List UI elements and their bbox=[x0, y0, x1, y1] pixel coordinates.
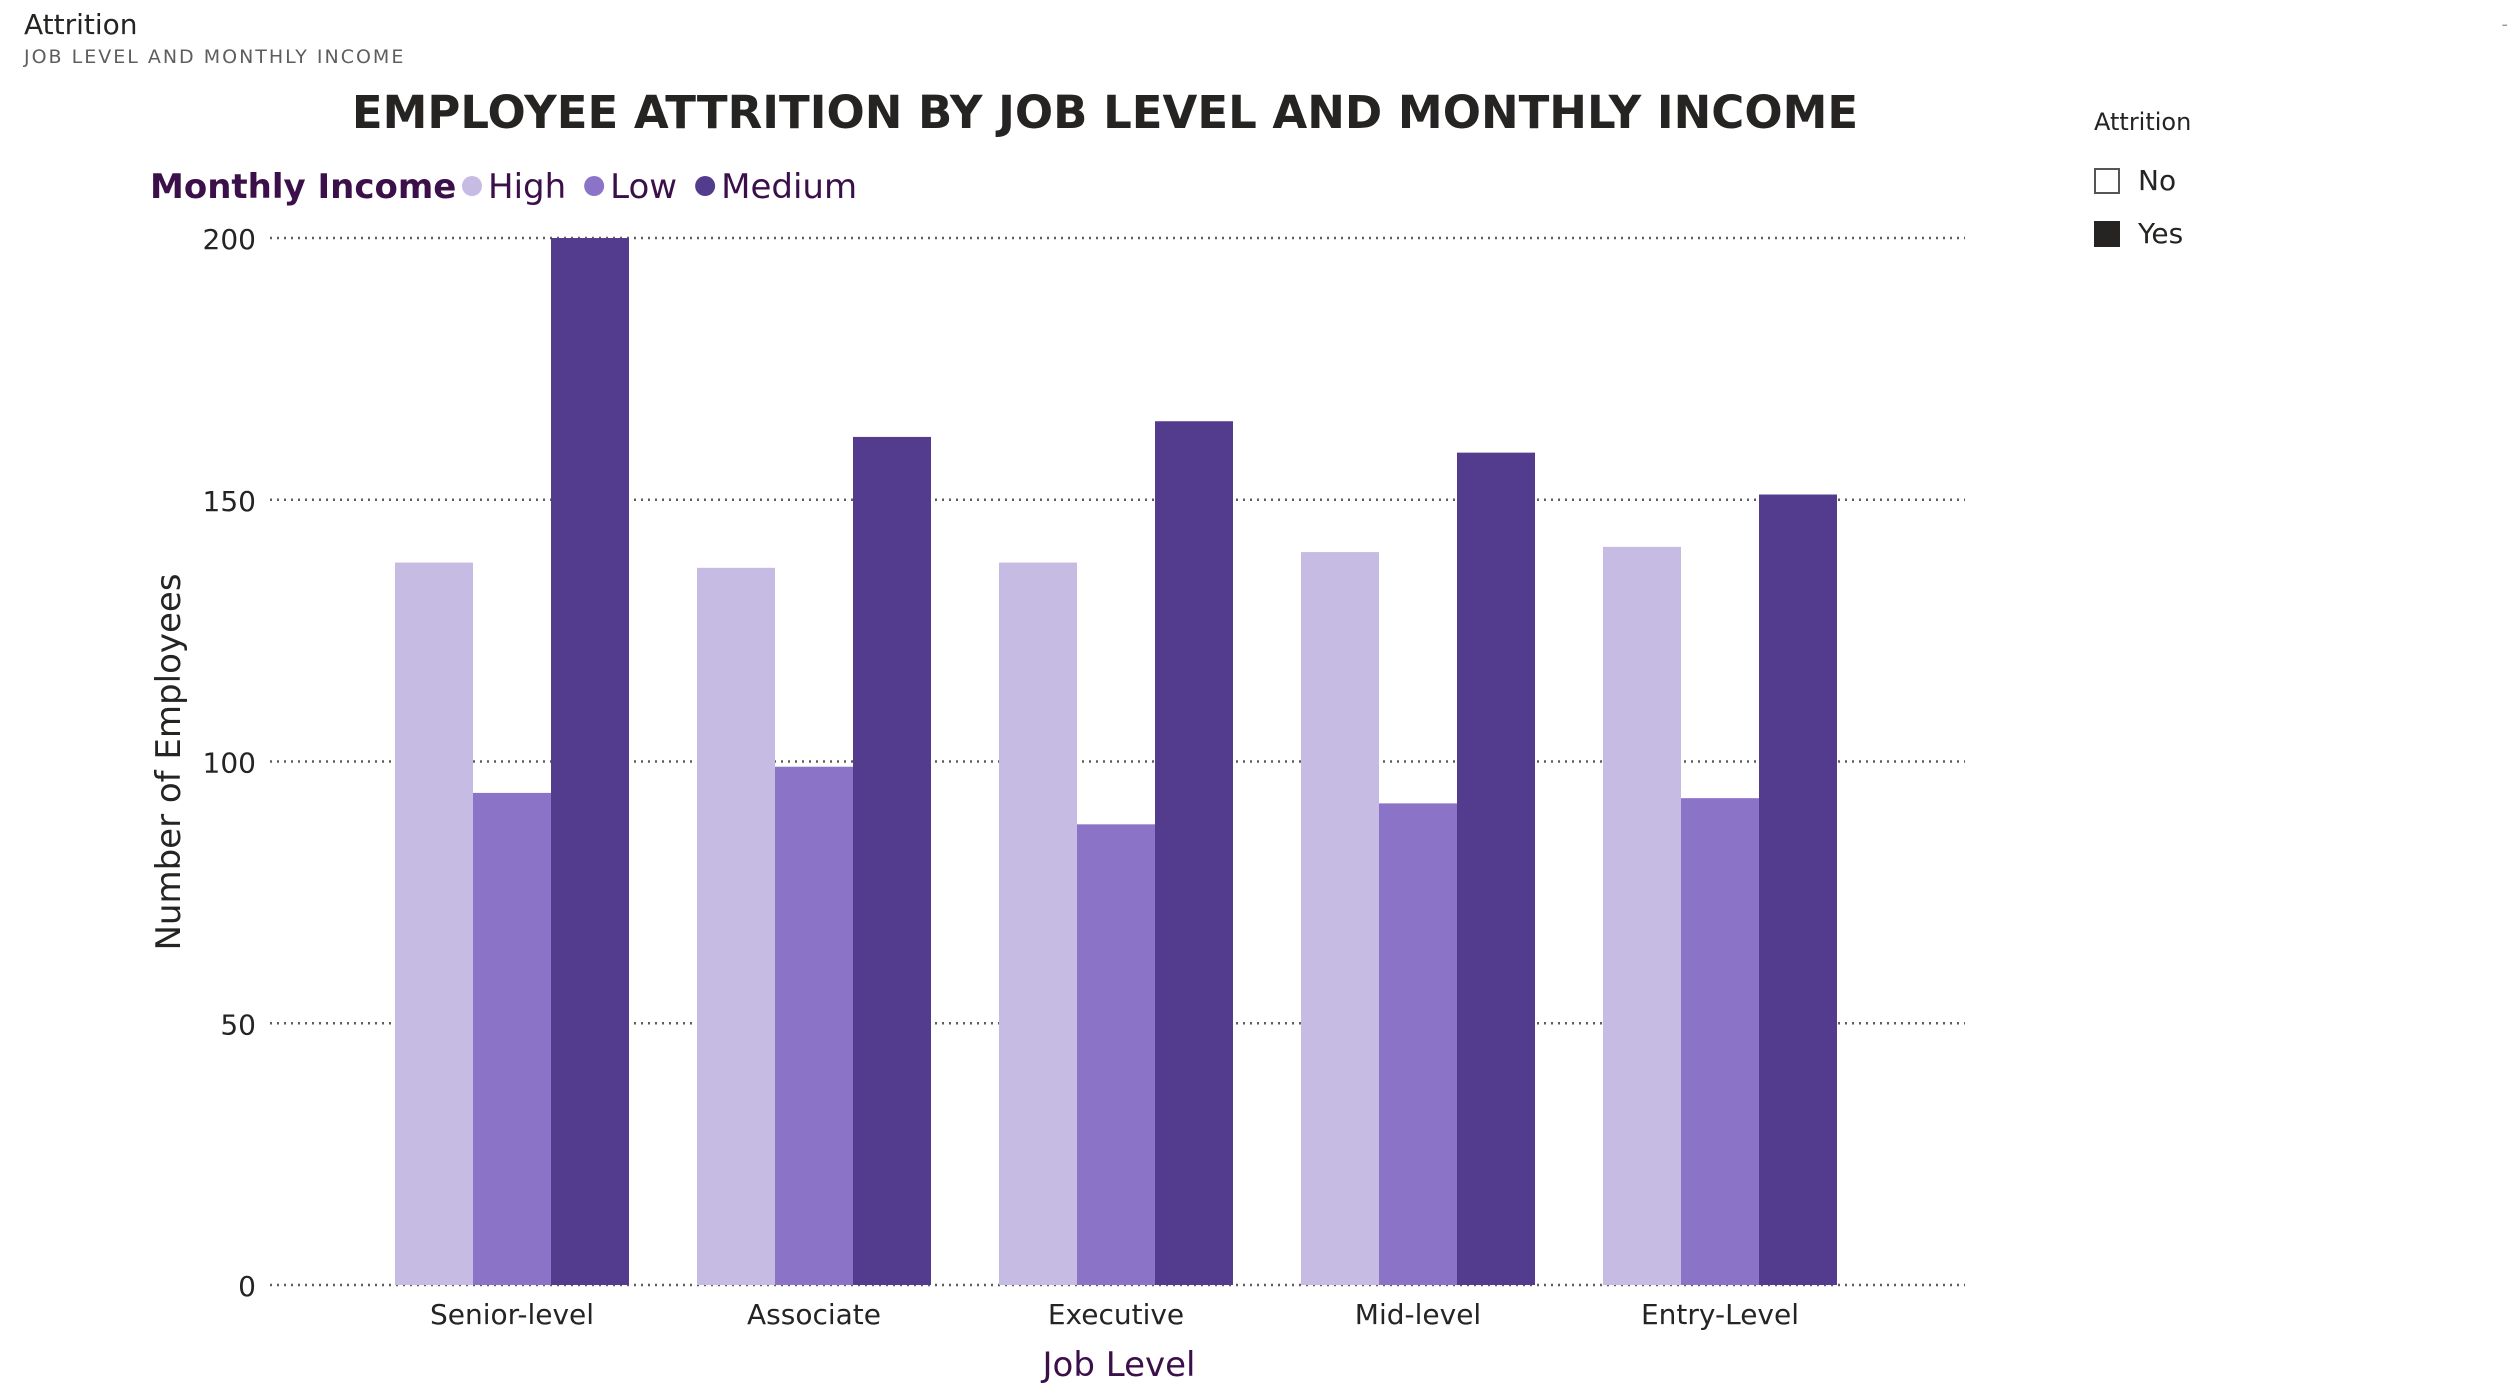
x-tick-label: Executive bbox=[1048, 1298, 1184, 1331]
y-tick-label: 100 bbox=[203, 747, 256, 780]
legend-marker bbox=[584, 176, 605, 196]
slicer-item-yes[interactable]: Yes bbox=[2094, 207, 2394, 260]
visual-title: Attrition bbox=[24, 8, 138, 41]
x-tick-label: Mid-level bbox=[1355, 1298, 1481, 1331]
legend-label[interactable]: Low bbox=[610, 167, 677, 207]
checkbox-yes[interactable] bbox=[2094, 220, 2120, 247]
bar-associate-high[interactable] bbox=[697, 567, 775, 1285]
x-tick-label: Senior-level bbox=[430, 1298, 594, 1331]
bar-mid-level-high[interactable] bbox=[1301, 552, 1379, 1285]
checkbox-no[interactable] bbox=[2094, 167, 2120, 194]
slicer-item-no[interactable]: No bbox=[2094, 154, 2394, 207]
x-tick-label: Entry-Level bbox=[1641, 1298, 1799, 1331]
legend-title: Monthly Income bbox=[150, 167, 456, 207]
bar-senior-level-high[interactable] bbox=[395, 562, 473, 1285]
legend: High Low Medium bbox=[462, 167, 857, 207]
slicer-item-label: Yes bbox=[2138, 217, 2184, 250]
legend-marker bbox=[695, 176, 716, 196]
y-axis-ticks: 0 50 100 150 200 bbox=[203, 223, 256, 1303]
bar-associate-low[interactable] bbox=[775, 766, 853, 1285]
bar-executive-low[interactable] bbox=[1077, 824, 1155, 1285]
slicer-item-label: No bbox=[2138, 164, 2177, 197]
bar-senior-level-medium[interactable] bbox=[551, 238, 629, 1285]
y-tick-label: 150 bbox=[203, 485, 256, 518]
y-tick-label: 200 bbox=[203, 223, 256, 256]
x-tick-label: Associate bbox=[747, 1298, 881, 1331]
y-axis-label: Number of Employees bbox=[149, 573, 189, 950]
bar-mid-level-low[interactable] bbox=[1379, 803, 1457, 1285]
legend-label[interactable]: High bbox=[488, 167, 566, 207]
bar-mid-level-medium[interactable] bbox=[1457, 452, 1535, 1285]
legend-marker bbox=[462, 176, 482, 196]
x-axis-label: Job Level bbox=[1041, 1345, 1196, 1385]
y-tick-label: 50 bbox=[220, 1008, 256, 1041]
bar-executive-high[interactable] bbox=[999, 562, 1077, 1285]
bar-senior-level-low[interactable] bbox=[473, 792, 551, 1285]
chart-title: EMPLOYEE ATTRITION BY JOB LEVEL AND MONT… bbox=[352, 86, 1858, 139]
x-axis-ticks: Senior-level Associate Executive Mid-level E… bbox=[430, 1298, 1799, 1331]
legend-label[interactable]: Medium bbox=[721, 167, 857, 207]
y-tick-label: 0 bbox=[238, 1270, 256, 1303]
bar-entry-level-high[interactable] bbox=[1603, 546, 1681, 1285]
bars bbox=[395, 238, 1837, 1286]
attrition-slicer: Attrition No Yes bbox=[2094, 108, 2394, 260]
bar-associate-medium[interactable] bbox=[853, 436, 931, 1285]
bar-executive-medium[interactable] bbox=[1155, 421, 1233, 1286]
slicer-title: Attrition bbox=[2094, 108, 2192, 136]
visual-subtitle: JOB LEVEL AND MONTHLY INCOME bbox=[24, 46, 406, 68]
bar-entry-level-medium[interactable] bbox=[1759, 494, 1837, 1285]
corner-mark: - bbox=[2501, 14, 2509, 35]
bar-entry-level-low[interactable] bbox=[1681, 798, 1759, 1285]
